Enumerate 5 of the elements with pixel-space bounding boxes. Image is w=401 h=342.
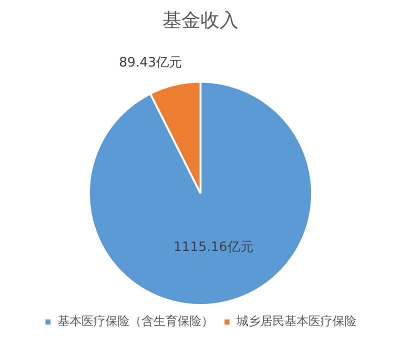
legend-label: 基本医疗保险（含生育保险） [58,314,214,328]
data-label: 89.43亿元 [118,55,182,70]
chart-title: 基金收入 [162,9,238,32]
data-label: 1115.16亿元 [174,240,254,256]
legend-label: 城乡居民基本医疗保险 [236,314,356,328]
